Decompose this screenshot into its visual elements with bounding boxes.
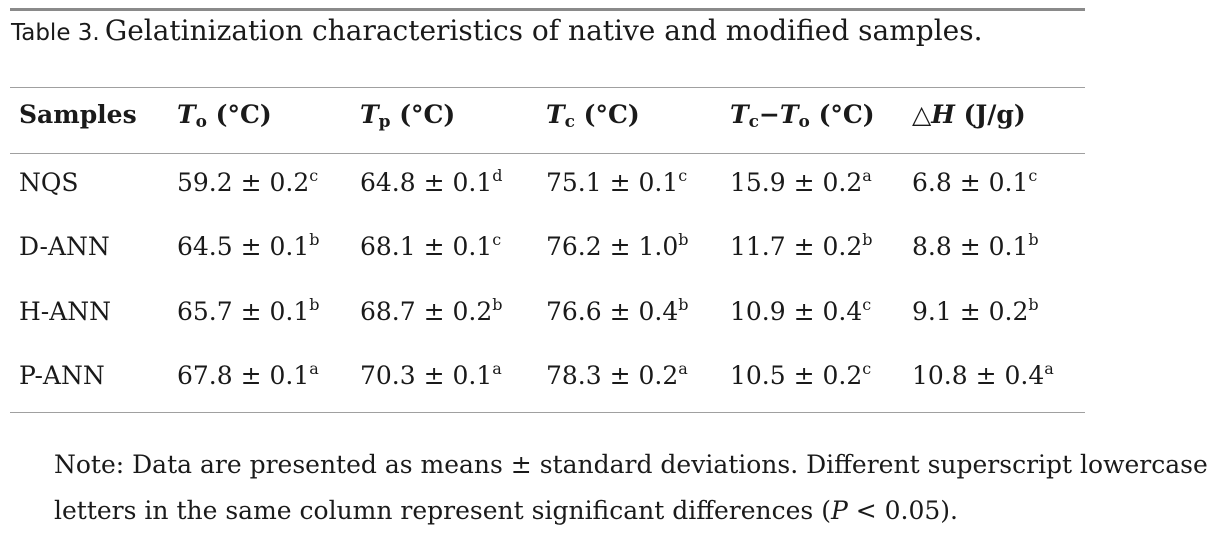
cell-conclusion: 76.2 ± 1.0b [546,230,689,262]
cell-range: 10.9 ± 0.4c [730,295,872,327]
cell-conclusion: 75.1 ± 0.1c [546,166,688,198]
cell-onset: 64.5 ± 0.1b [177,230,320,262]
cell-enthalpy: 9.1 ± 0.2b [912,295,1039,327]
cell-enthalpy: 6.8 ± 0.1c [912,166,1038,198]
cell-onset: 59.2 ± 0.2c [177,166,319,198]
table-note-line2: letters in the same column represent sig… [54,496,959,525]
cell-onset: 67.8 ± 0.1a [177,359,319,391]
cell-onset: 65.7 ± 0.1b [177,295,320,327]
caption-text: Gelatinization characteristics of native… [104,14,983,47]
cell-range: 15.9 ± 0.2a [730,166,872,198]
cell-enthalpy: 8.8 ± 0.1b [912,230,1039,262]
cell-enthalpy: 10.8 ± 0.4a [912,359,1054,391]
header-peak-temp: Tp (°C) [360,100,456,132]
cell-range: 11.7 ± 0.2b [730,230,873,262]
header-top-rule [10,87,1085,88]
table-bottom-rule [10,412,1085,413]
cell-conclusion: 78.3 ± 0.2a [546,359,688,391]
cell-range: 10.5 ± 0.2c [730,359,872,391]
sample-name: NQS [19,168,79,197]
header-temp-range: Tc−To (°C) [730,100,875,132]
header-conclusion-temp: Tc (°C) [546,100,640,132]
cell-peak: 70.3 ± 0.1a [360,359,502,391]
cell-conclusion: 76.6 ± 0.4b [546,295,689,327]
sample-name: D-ANN [19,232,110,261]
sample-name: P-ANN [19,361,105,390]
sample-name: H-ANN [19,297,112,326]
cell-peak: 64.8 ± 0.1d [360,166,503,198]
caption-label: Table 3. [11,20,100,46]
header-onset-temp: To (°C) [177,100,272,132]
cell-peak: 68.7 ± 0.2b [360,295,503,327]
header-samples: Samples [19,100,137,129]
cell-peak: 68.1 ± 0.1c [360,230,502,262]
table-note-line1: Note: Data are presented as means ± stan… [54,450,1208,479]
table-top-rule [10,8,1085,11]
header-enthalpy: △H (J/g) [912,100,1026,129]
table-caption: Table 3. Gelatinization characteristics … [11,14,983,47]
header-bottom-rule [10,153,1085,154]
